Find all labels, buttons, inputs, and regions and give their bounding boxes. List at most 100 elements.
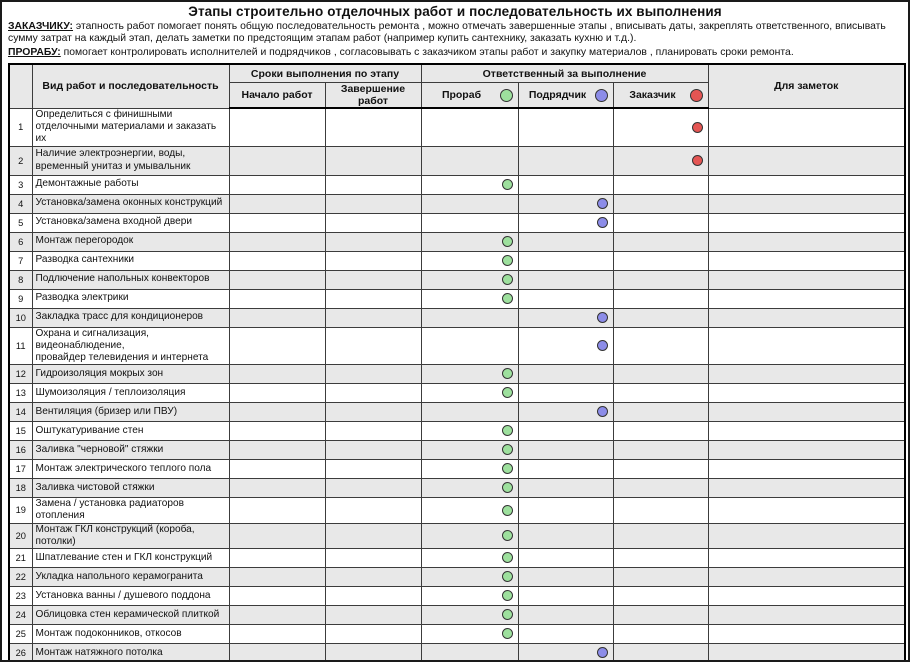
table-row: 13 Шумоизоляция / теплоизоляция <box>8 383 906 404</box>
end-date-cell <box>324 307 422 328</box>
zakazchik-marker-dot-icon <box>691 121 703 133</box>
podryadchik-cell <box>517 440 614 461</box>
zakazchik-cell <box>612 459 709 480</box>
podryadchik-cell <box>517 566 614 587</box>
col-header-prorab: Прораб <box>420 82 519 110</box>
work-item-label: Определиться с финишными отделочными мат… <box>31 107 230 147</box>
podryadchik-cell <box>517 364 614 385</box>
podryadchik-cell <box>517 174 614 195</box>
podryadchik-cell <box>517 288 614 309</box>
table-row: 8 Подлючение напольных конвекторов <box>8 269 906 290</box>
header-group-row: Вид работ и последовательность Сроки вып… <box>8 63 906 109</box>
prorab-cell <box>420 642 519 660</box>
prorab-cell <box>420 459 519 480</box>
col-header-notes: Для заметок <box>707 63 906 109</box>
end-date-cell <box>324 288 422 309</box>
podryadchik-cell <box>517 145 614 176</box>
row-number: 14 <box>8 402 33 423</box>
row-number: 2 <box>8 145 33 176</box>
row-number: 10 <box>8 307 33 328</box>
table-row: 26 Монтаж натяжного потолка <box>8 642 906 660</box>
notes-cell <box>707 604 906 625</box>
notes-cell <box>707 642 906 660</box>
prorab-cell <box>420 145 519 176</box>
prorab-cell <box>420 604 519 625</box>
zakazchik-legend-dot-icon <box>689 88 703 102</box>
zakazchik-cell <box>612 231 709 252</box>
prorab-cell <box>420 250 519 271</box>
end-date-cell <box>324 623 422 644</box>
zakazchik-cell <box>612 604 709 625</box>
podryadchik-cell <box>517 497 614 524</box>
notes-cell <box>707 623 906 644</box>
prorab-cell <box>420 547 519 568</box>
work-item-label: Закладка трасс для кондиционеров <box>31 307 230 328</box>
zakazchik-cell <box>612 623 709 644</box>
end-date-cell <box>324 585 422 606</box>
start-date-cell <box>228 307 326 328</box>
col-header-end-date: Завершение работ <box>324 82 422 110</box>
prorab-marker-dot-icon <box>501 178 513 190</box>
row-number: 5 <box>8 212 33 233</box>
zakazchik-cell <box>612 421 709 442</box>
notes-cell <box>707 383 906 404</box>
zakazchik-cell <box>612 522 709 549</box>
notes-cell <box>707 585 906 606</box>
row-number: 9 <box>8 288 33 309</box>
work-item-label: Подлючение напольных конвекторов <box>31 269 230 290</box>
notes-cell <box>707 288 906 309</box>
work-item-label: Монтаж ГКЛ конструкций (короба, потолки) <box>31 522 230 549</box>
row-number: 17 <box>8 459 33 480</box>
intro-text: ЗАКАЗЧИКУ: этапность работ помогает поня… <box>8 21 902 59</box>
podryadchik-cell <box>517 478 614 499</box>
start-date-cell <box>228 288 326 309</box>
prorab-legend-dot-icon <box>499 88 513 102</box>
zakazchik-marker-dot-icon <box>691 154 703 166</box>
start-date-cell <box>228 566 326 587</box>
end-date-cell <box>324 459 422 480</box>
table-row: 22 Укладка напольного керамогранита <box>8 566 906 587</box>
podryadchik-cell <box>517 642 614 660</box>
row-number: 19 <box>8 497 33 524</box>
notes-cell <box>707 364 906 385</box>
end-date-cell <box>324 193 422 214</box>
work-item-label: Наличие электроэнергии, воды, временный … <box>31 145 230 176</box>
end-date-cell <box>324 566 422 587</box>
work-item-label: Установка ванны / душевого поддона <box>31 585 230 606</box>
prorab-cell <box>420 212 519 233</box>
zakazchik-cell <box>612 364 709 385</box>
prorab-marker-dot-icon <box>501 273 513 285</box>
start-date-cell <box>228 145 326 176</box>
start-date-cell <box>228 269 326 290</box>
prorab-cell <box>420 269 519 290</box>
row-number: 22 <box>8 566 33 587</box>
podryadchik-cell <box>517 231 614 252</box>
prorab-cell <box>420 288 519 309</box>
notes-cell <box>707 193 906 214</box>
podryadchik-marker-dot-icon <box>596 406 608 418</box>
work-item-label: Шпатлевание стен и ГКЛ конструкций <box>31 547 230 568</box>
table-row: 15 Оштукатуривание стен <box>8 421 906 442</box>
table-row: 24 Облицовка стен керамической плиткой <box>8 604 906 625</box>
notes-cell <box>707 497 906 524</box>
prorab-marker-dot-icon <box>501 482 513 494</box>
end-date-cell <box>324 269 422 290</box>
row-number: 23 <box>8 585 33 606</box>
row-number: 8 <box>8 269 33 290</box>
end-date-cell <box>324 604 422 625</box>
notes-cell <box>707 250 906 271</box>
zakazchik-cell <box>612 383 709 404</box>
podryadchik-cell <box>517 326 614 366</box>
table-row: 9 Разводка электрики <box>8 288 906 309</box>
table-row: 18 Заливка чистовой стяжки <box>8 478 906 499</box>
prorab-marker-dot-icon <box>501 552 513 564</box>
prorab-cell <box>420 383 519 404</box>
table-row: 10 Закладка трасс для кондиционеров <box>8 307 906 328</box>
podryadchik-cell <box>517 212 614 233</box>
work-item-label: Охрана и сигнализация, видеонаблюдение, … <box>31 326 230 366</box>
start-date-cell <box>228 585 326 606</box>
intro-customer: ЗАКАЗЧИКУ: этапность работ помогает поня… <box>8 21 902 46</box>
start-date-cell <box>228 174 326 195</box>
podryadchik-cell <box>517 269 614 290</box>
table-body: 1 Определиться с финишными отделочными ма… <box>8 107 906 660</box>
